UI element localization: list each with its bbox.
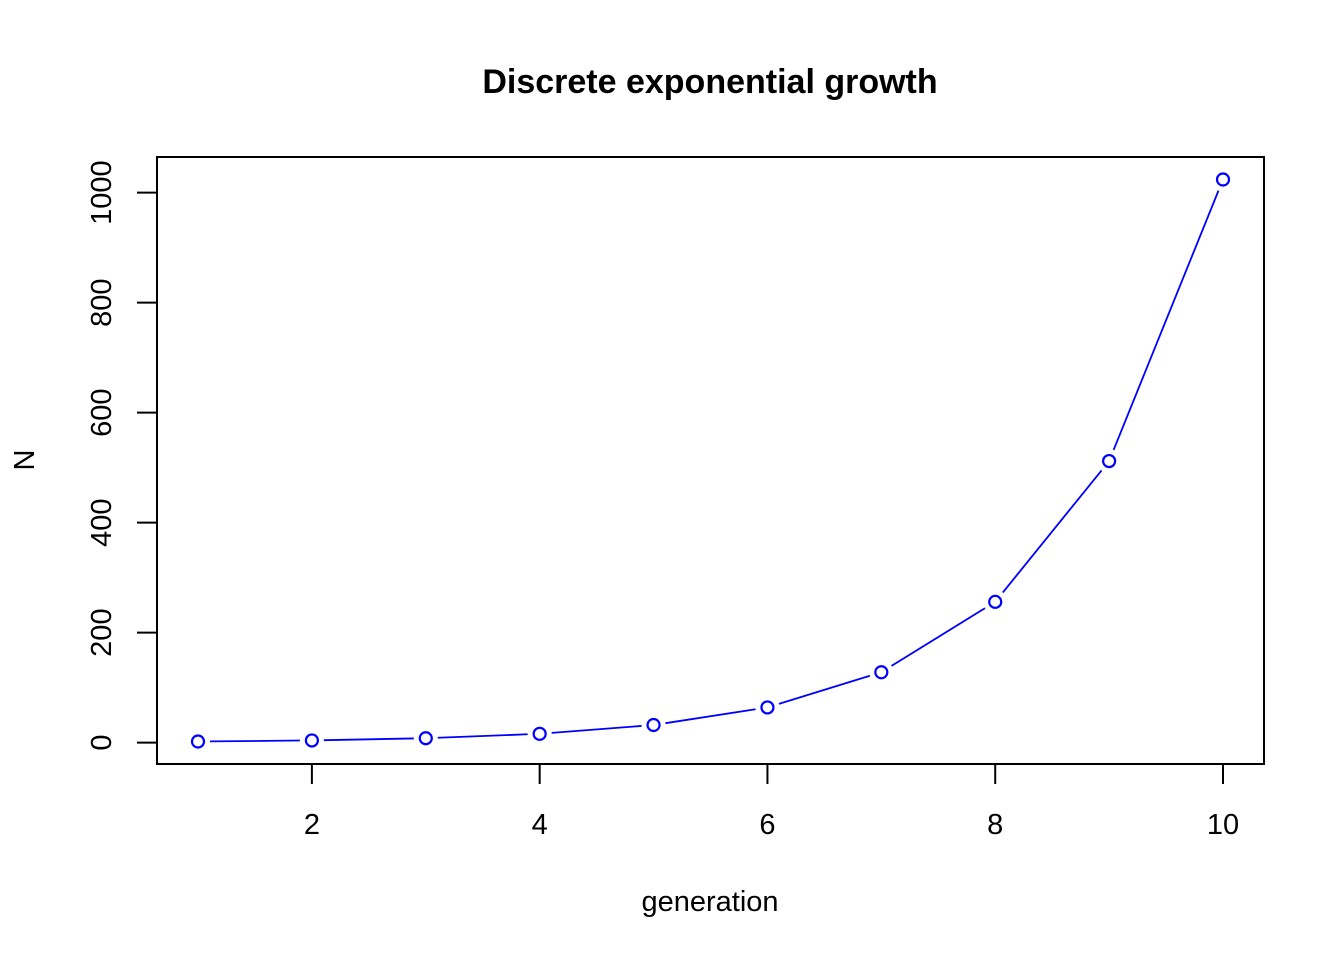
y-tick-label: 1000 — [86, 160, 118, 225]
data-point — [418, 731, 433, 746]
data-point — [1215, 172, 1231, 187]
data-point — [874, 665, 889, 680]
y-tick-label: 800 — [86, 278, 118, 326]
y-tick-label: 600 — [86, 388, 118, 436]
x-axis: 2 4 6 8 10 — [304, 763, 1239, 841]
series-line-segment — [209, 739, 300, 743]
data-point — [988, 594, 1003, 609]
chart-title: Discrete exponential growth — [482, 63, 937, 101]
data-point — [646, 717, 661, 733]
series-layer — [190, 172, 1231, 749]
series-line-segment — [323, 737, 414, 742]
series-line-segment — [891, 607, 986, 667]
series-line-segment — [1112, 190, 1220, 451]
series-line-segment — [778, 674, 871, 705]
data-point — [760, 700, 775, 715]
series-line-segment — [551, 725, 642, 734]
series-line-segment — [1002, 469, 1103, 594]
y-tick-label: 200 — [86, 608, 118, 656]
y-axis: 0 200 400 600 800 1000 — [86, 160, 158, 751]
series-line-segment — [437, 733, 528, 739]
x-axis-label: generation — [641, 886, 778, 918]
data-point — [1102, 453, 1117, 469]
x-tick-label: 6 — [759, 809, 775, 841]
x-tick-label: 2 — [304, 809, 320, 841]
x-tick-label: 4 — [532, 809, 548, 841]
plot-frame — [156, 156, 1265, 765]
data-point — [190, 734, 206, 749]
x-tick-label: 8 — [987, 809, 1003, 841]
y-tick-label: 400 — [86, 498, 118, 546]
x-tick-label: 10 — [1207, 809, 1239, 841]
y-axis-label: N — [9, 450, 41, 471]
series-line-segment — [665, 708, 756, 725]
y-tick-label: 0 — [86, 735, 118, 751]
data-point — [532, 726, 547, 741]
data-point — [304, 733, 319, 748]
data-series — [190, 172, 1231, 749]
